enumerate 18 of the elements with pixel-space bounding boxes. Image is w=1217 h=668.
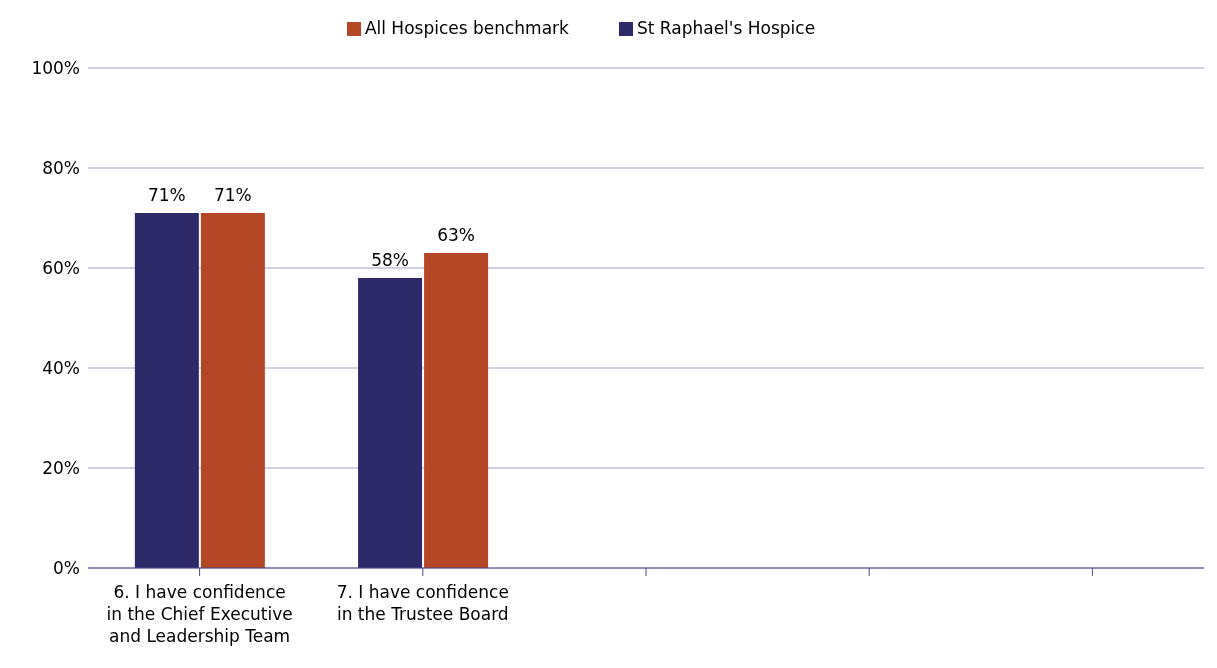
y-tick-label: 100% [31, 58, 80, 79]
x-tick-label: 7. I have confidence in the Trustee Board [336, 582, 509, 624]
x-tick-label: 6. I have confidence in the Chief Executive and Leadership Team [106, 582, 293, 646]
legend-label: St Raphael's Hospice [636, 18, 816, 38]
data-label: 63% [437, 225, 475, 245]
y-tick-label: 60% [42, 258, 80, 279]
data-label: 71% [147, 185, 186, 205]
y-tick-label: 0% [53, 558, 80, 579]
bar [358, 278, 423, 568]
y-tick-label: 20% [42, 458, 80, 479]
y-tick-label: 40% [42, 358, 80, 379]
legend-label: All Hospices benchmark [364, 18, 569, 38]
bar [424, 253, 489, 568]
bar [200, 213, 265, 568]
y-tick-label: 80% [42, 158, 80, 179]
data-label: 58% [371, 250, 409, 270]
bar [134, 213, 199, 568]
data-label: 71% [213, 185, 252, 205]
